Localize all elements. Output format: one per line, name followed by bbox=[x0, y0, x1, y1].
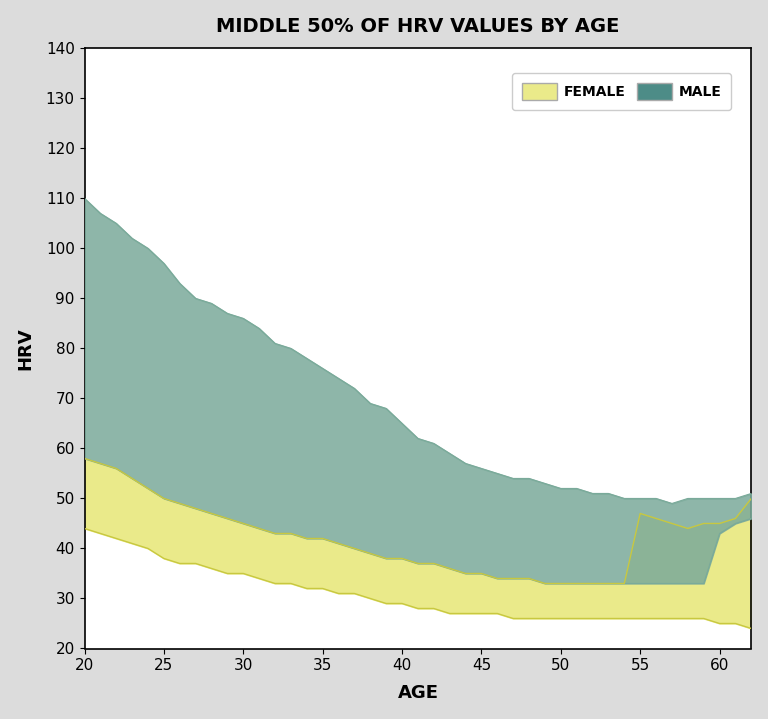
Y-axis label: HRV: HRV bbox=[17, 327, 35, 370]
Title: MIDDLE 50% OF HRV VALUES BY AGE: MIDDLE 50% OF HRV VALUES BY AGE bbox=[217, 17, 620, 36]
Legend: FEMALE, MALE: FEMALE, MALE bbox=[512, 73, 731, 110]
X-axis label: AGE: AGE bbox=[397, 684, 439, 702]
